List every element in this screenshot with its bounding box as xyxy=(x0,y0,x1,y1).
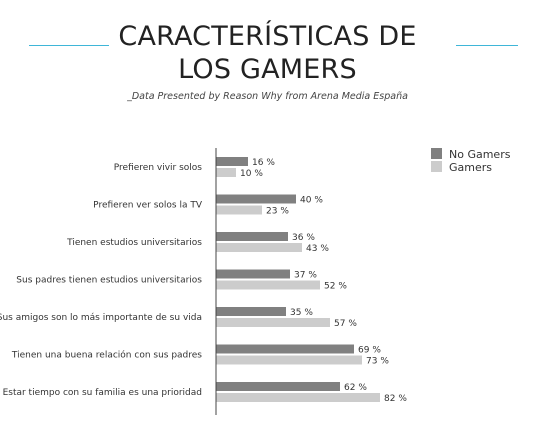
data-label: 23 % xyxy=(266,207,289,217)
data-label: 36 % xyxy=(292,233,315,243)
chart-title-line-2: LOS GAMERS xyxy=(178,54,357,85)
category-label: Sus padres tienen estudios universitario… xyxy=(16,276,202,286)
legend-label: No Gamers xyxy=(449,148,511,161)
bar-no-gamers xyxy=(216,194,296,204)
bar-gamers xyxy=(216,205,262,215)
bar-gamers xyxy=(216,243,302,252)
data-label: 82 % xyxy=(384,394,407,404)
chart-title-line-1: CARACTERÍSTICAS DE xyxy=(118,21,417,52)
bar-gamers xyxy=(216,393,380,402)
data-label: 43 % xyxy=(306,244,329,254)
category-label: Sus amigos son lo más importante de su v… xyxy=(0,313,202,323)
bar-no-gamers xyxy=(216,269,290,279)
category-label: Prefieren ver solos la TV xyxy=(93,201,203,211)
bar-gamers xyxy=(216,318,330,327)
data-label: 10 % xyxy=(240,169,263,179)
legend-swatch xyxy=(431,148,442,159)
bar-gamers xyxy=(216,280,320,290)
chart-subtitle: _Data Presented by Reason Why from Arena… xyxy=(127,91,408,102)
category-label: Estar tiempo con su familia es una prior… xyxy=(3,388,202,398)
data-label: 69 % xyxy=(358,346,381,356)
category-label: Prefieren vivir solos xyxy=(114,163,203,173)
data-label: 40 % xyxy=(300,196,323,206)
data-label: 16 % xyxy=(252,158,275,168)
category-label: Tienen una buena relación con sus padres xyxy=(11,350,202,361)
bar-no-gamers xyxy=(216,307,286,316)
data-label: 35 % xyxy=(290,308,313,318)
data-label: 62 % xyxy=(344,383,367,393)
data-label: 52 % xyxy=(324,282,347,292)
data-label: 57 % xyxy=(334,319,357,329)
legend-label: Gamers xyxy=(449,161,492,174)
bar-no-gamers xyxy=(216,382,340,391)
category-label: Tienen estudios universitarios xyxy=(66,238,202,248)
bar-no-gamers xyxy=(216,232,288,241)
legend-swatch xyxy=(431,161,442,172)
title-rule-right xyxy=(456,45,518,46)
title-rule-left xyxy=(29,45,109,46)
bar-no-gamers xyxy=(216,157,248,166)
bar-no-gamers xyxy=(216,344,354,354)
chart-title: CARACTERÍSTICAS DE LOS GAMERS xyxy=(0,20,535,86)
bar-gamers xyxy=(216,168,236,177)
data-label: 73 % xyxy=(366,357,389,367)
bar-gamers xyxy=(216,355,362,365)
data-label: 37 % xyxy=(294,271,317,281)
